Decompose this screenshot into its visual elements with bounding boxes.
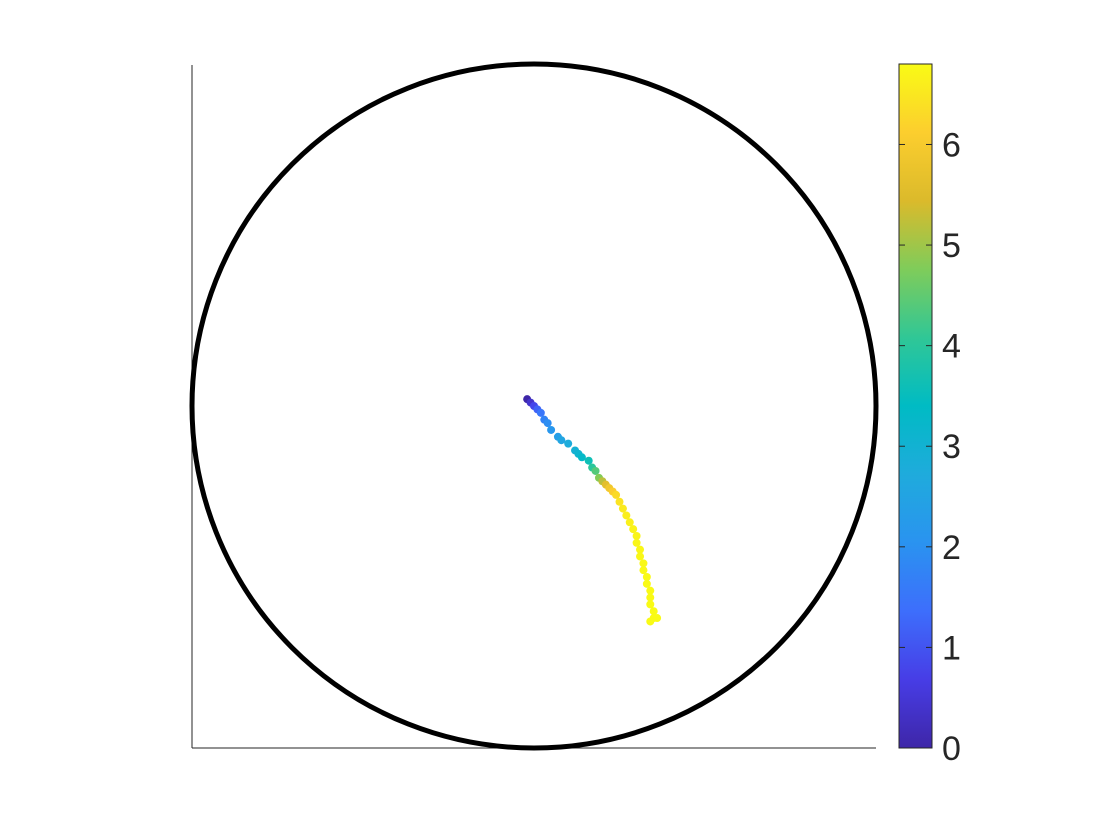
- colorbar-tick-label: 2: [942, 529, 961, 567]
- colorbar-tick-label: 4: [942, 328, 961, 366]
- boundary-circle: [189, 61, 879, 751]
- colorbar-tick-label: 1: [942, 629, 961, 667]
- trajectory-point: [612, 490, 621, 499]
- trajectory-point: [632, 531, 641, 540]
- trajectory-point: [632, 538, 641, 547]
- trajectory-point: [591, 466, 600, 475]
- colorbar-tick-label: 3: [942, 428, 961, 466]
- trajectory-point: [564, 439, 573, 448]
- trajectory-point: [615, 497, 624, 506]
- trajectory-point: [636, 552, 645, 561]
- trajectory-point: [543, 419, 552, 428]
- trajectory-point: [547, 425, 556, 434]
- trajectory-point: [618, 504, 627, 513]
- trajectory-point: [646, 617, 655, 626]
- trajectory-point: [584, 456, 593, 465]
- colorbar-tick-label: 6: [942, 126, 961, 164]
- trajectory-point: [639, 566, 648, 575]
- colorbar-gradient: [898, 63, 933, 749]
- trajectory-points: [523, 395, 662, 626]
- trajectory-point: [642, 579, 651, 588]
- trajectory-point: [653, 614, 662, 623]
- colorbar-tick-label: 0: [942, 730, 961, 768]
- trajectory-point: [649, 607, 658, 616]
- plot-area: [189, 61, 879, 751]
- colorbar: 0 1 2 3 4 5 6: [898, 63, 961, 768]
- colorbar-ticks: 0 1 2 3 4 5 6: [899, 126, 961, 768]
- trajectory-point: [636, 545, 645, 554]
- trajectory-point: [622, 511, 631, 520]
- colorbar-tick-label: 5: [942, 227, 961, 265]
- trajectory-point: [646, 593, 655, 602]
- trajectory-point: [557, 436, 566, 445]
- trajectory-point: [639, 559, 648, 568]
- trajectory-point: [629, 525, 638, 534]
- trajectory-point: [625, 518, 634, 527]
- trajectory-point: [577, 453, 586, 462]
- trajectory-point: [646, 586, 655, 595]
- trajectory-point: [646, 600, 655, 609]
- trajectory-point: [536, 408, 545, 417]
- trajectory-point: [642, 573, 651, 581]
